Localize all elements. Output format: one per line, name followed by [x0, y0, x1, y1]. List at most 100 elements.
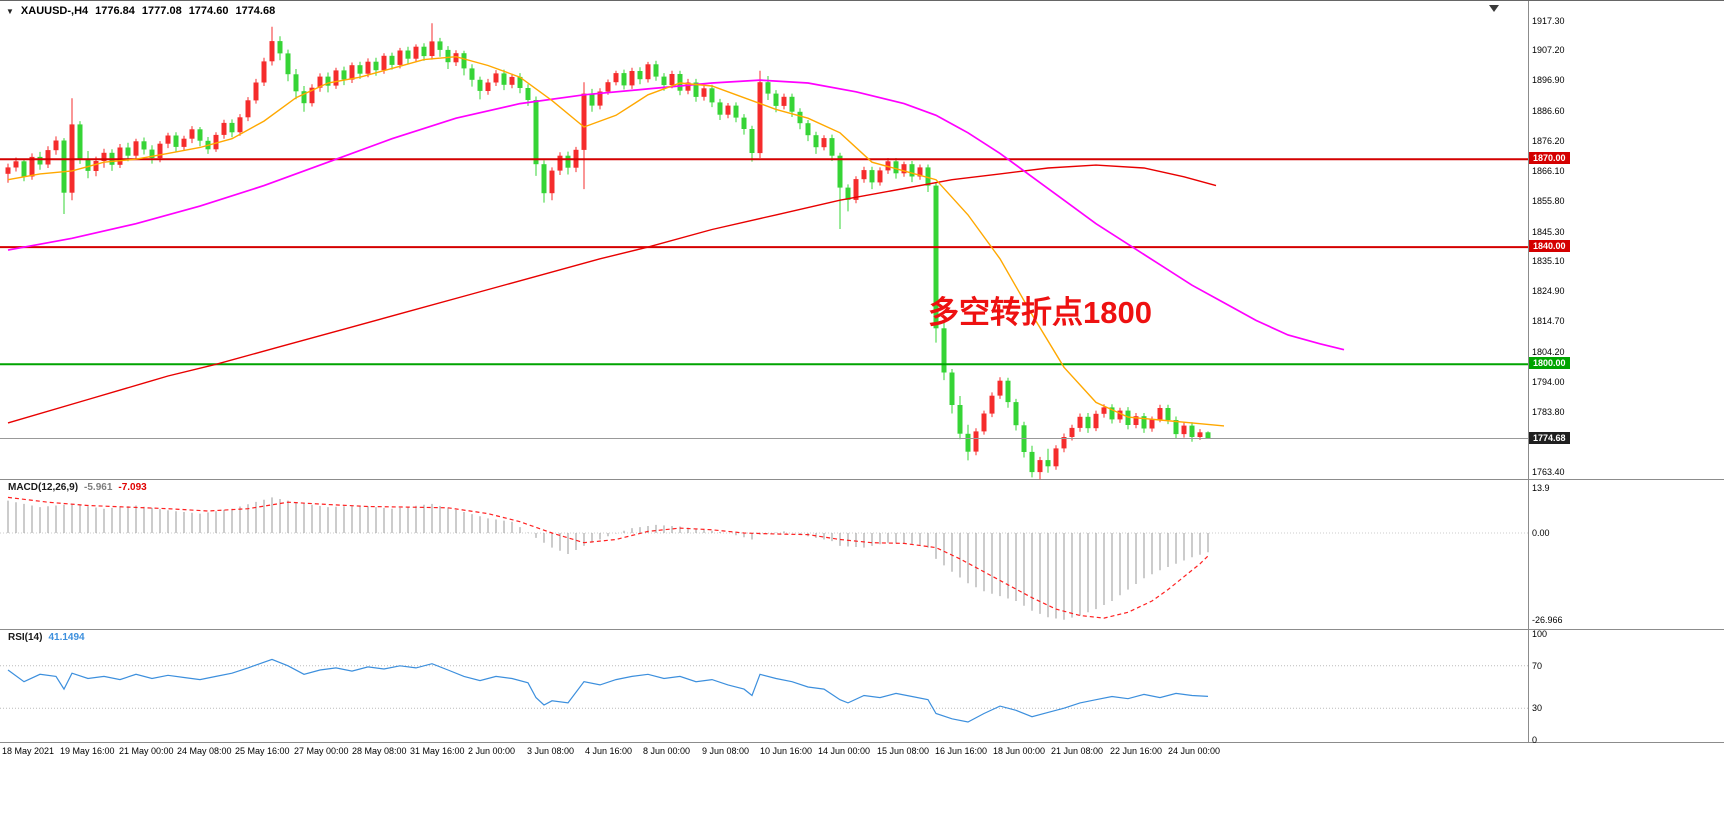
candle-body [1045, 460, 1051, 467]
candle-body [117, 147, 123, 165]
candle-body [509, 76, 515, 85]
candle-body [181, 138, 187, 147]
candle-body [477, 79, 483, 91]
candle-body [829, 138, 835, 156]
price-tag-1870.00: 1870.00 [1529, 152, 1570, 165]
candle-body [949, 372, 955, 405]
candle-body [421, 46, 427, 57]
candle-body [157, 143, 163, 159]
candle-body [1077, 416, 1083, 428]
symbol-dropdown-icon[interactable]: ▼ [6, 6, 14, 16]
candle-body [1157, 408, 1163, 420]
candle-body [1085, 416, 1091, 429]
candle-body [733, 105, 739, 118]
candle-body [1173, 420, 1179, 435]
candle-body [245, 100, 251, 118]
candle-body [501, 73, 507, 85]
candle-body [597, 91, 603, 106]
candle-body [1093, 413, 1099, 429]
price-tag-1774.68: 1774.68 [1529, 431, 1570, 444]
price-axis-label: 1886.60 [1532, 105, 1565, 116]
candle-body [933, 185, 939, 329]
price-axis-label: 1763.40 [1532, 466, 1565, 477]
candle-body [653, 64, 659, 77]
low-value: 1774.60 [188, 5, 229, 17]
candle-body [1069, 427, 1075, 437]
price-axis-label: 1896.90 [1532, 75, 1565, 86]
candles-layer [5, 23, 1211, 480]
candle-body [549, 170, 555, 194]
price-tag-1840.00: 1840.00 [1529, 240, 1570, 253]
candle-body [453, 53, 459, 63]
candle-body [493, 73, 499, 83]
candle-body [445, 49, 451, 63]
candle-body [565, 155, 571, 168]
rsi-axis-label: 0 [1532, 735, 1538, 745]
ma-slow-line [7, 164, 1217, 424]
price-axis-label: 1907.20 [1532, 45, 1565, 56]
candle-body [637, 71, 643, 80]
candle-body [877, 170, 883, 183]
candle-body [717, 102, 723, 115]
candle-body [469, 68, 475, 80]
symbol-timeframe-label: XAUUSD-,H4 [20, 5, 89, 17]
candle-body [533, 100, 539, 165]
price-axis-label: 1835.10 [1532, 256, 1565, 267]
annotation-text[interactable]: 多空转折点1800 [928, 295, 1152, 330]
candle-body [365, 61, 371, 74]
candle-body [389, 55, 395, 65]
candle-body [253, 82, 259, 101]
candle-body [1189, 425, 1195, 437]
open-value: 1776.84 [95, 5, 135, 17]
candle-body [1181, 425, 1187, 435]
time-axis-label: 8 Jun 00:00 [643, 746, 691, 756]
time-axis-label: 4 Jun 16:00 [585, 746, 633, 756]
price-axis-label: 1804.20 [1532, 347, 1565, 357]
time-axis[interactable]: 18 May 2021 19 May 16:00 21 May 00:00 24 Ma… [0, 743, 1724, 765]
candle-body [1101, 407, 1107, 414]
time-axis-label: 25 May 16:00 [235, 746, 290, 756]
candle-body [525, 88, 531, 100]
candle-body [301, 91, 307, 104]
candle-body [261, 61, 267, 83]
candle-body [341, 70, 347, 80]
candle-body [765, 82, 771, 94]
scroll-to-end-icon[interactable] [1489, 5, 1499, 12]
candle-body [981, 413, 987, 432]
time-axis-label: 19 May 16:00 [60, 746, 115, 756]
candle-body [229, 122, 235, 133]
candle-body [629, 71, 635, 86]
close-value: 1774.68 [235, 5, 276, 17]
candle-body [149, 149, 155, 159]
macd-axis-label: -26.966 [1532, 615, 1563, 626]
candle-body [85, 158, 91, 171]
time-axis-label: 18 Jun 00:00 [993, 746, 1046, 756]
candle-body [669, 74, 675, 86]
candle-body [373, 61, 379, 71]
candle-body [349, 65, 355, 80]
candle-body [581, 93, 587, 150]
candle-body [333, 70, 339, 86]
time-axis-label: 2 Jun 00:00 [468, 746, 516, 756]
price-axis-label: 1845.30 [1532, 226, 1565, 237]
candle-body [861, 170, 867, 180]
candle-body [1037, 460, 1043, 473]
rsi-line [7, 658, 1209, 723]
candle-body [789, 96, 795, 112]
candle-body [517, 76, 523, 88]
time-axis-label: 24 Jun 00:00 [1168, 746, 1221, 756]
macd-signal-line [7, 496, 1209, 619]
candle-body [685, 82, 691, 91]
candle-body [269, 41, 275, 62]
candle-body [901, 164, 907, 174]
candle-body [165, 135, 171, 144]
candle-body [293, 74, 299, 92]
candle-body [693, 82, 699, 97]
price-axis[interactable]: 1917.30 1907.20 1896.90 1886.60 1876.20 1866.… [1528, 1, 1724, 745]
candle-body [989, 395, 995, 414]
price-axis-label: 1814.70 [1532, 316, 1565, 327]
candle-body [1005, 380, 1011, 403]
candle-body [813, 135, 819, 148]
